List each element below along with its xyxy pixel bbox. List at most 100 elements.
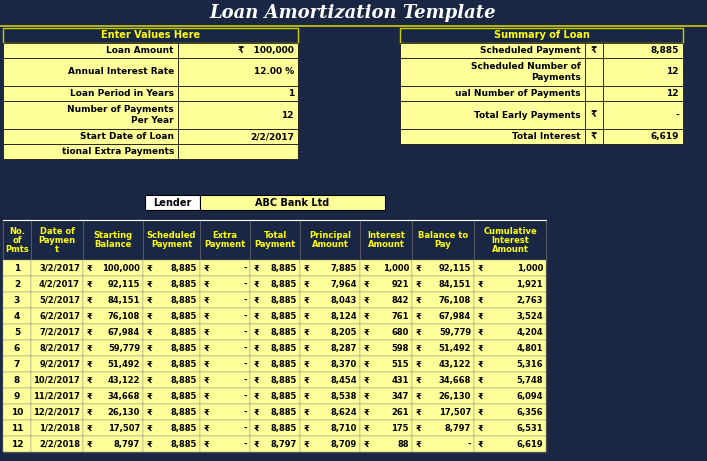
Text: 8,797: 8,797 xyxy=(271,439,297,449)
Bar xyxy=(412,324,474,340)
Text: ₹: ₹ xyxy=(204,296,210,305)
Bar xyxy=(3,276,31,292)
Text: ₹: ₹ xyxy=(416,376,422,384)
Bar xyxy=(474,292,546,308)
Bar xyxy=(412,292,474,308)
Text: 26,130: 26,130 xyxy=(438,391,471,401)
Text: 8,885: 8,885 xyxy=(170,376,197,384)
Bar xyxy=(200,292,250,308)
Text: 4,204: 4,204 xyxy=(516,327,543,337)
Text: -: - xyxy=(243,439,247,449)
Text: 8,885: 8,885 xyxy=(271,360,297,368)
Text: ₹: ₹ xyxy=(416,391,422,401)
Text: ₹: ₹ xyxy=(364,312,370,320)
Text: 8,624: 8,624 xyxy=(330,408,357,416)
Text: ₹: ₹ xyxy=(416,312,422,320)
Text: 8,205: 8,205 xyxy=(330,327,357,337)
Text: 761: 761 xyxy=(392,312,409,320)
Bar xyxy=(250,292,300,308)
Bar xyxy=(143,420,200,436)
Text: 11/2/2017: 11/2/2017 xyxy=(33,391,80,401)
Bar xyxy=(31,260,83,276)
Text: ₹: ₹ xyxy=(416,264,422,272)
Bar xyxy=(300,292,360,308)
Text: ₹: ₹ xyxy=(364,408,370,416)
Text: 6,094: 6,094 xyxy=(517,391,543,401)
Bar xyxy=(360,324,412,340)
Text: ₹: ₹ xyxy=(254,264,260,272)
Text: 67,984: 67,984 xyxy=(439,312,471,320)
Text: tional Extra Payments: tional Extra Payments xyxy=(62,147,174,156)
Text: ₹: ₹ xyxy=(478,408,484,416)
Bar xyxy=(603,58,683,86)
Bar xyxy=(31,372,83,388)
Bar xyxy=(474,436,546,452)
Bar xyxy=(200,420,250,436)
Text: 8,885: 8,885 xyxy=(650,46,679,55)
Bar xyxy=(200,260,250,276)
Bar xyxy=(178,144,298,159)
Bar xyxy=(31,220,83,260)
Bar xyxy=(3,86,178,101)
Bar xyxy=(412,276,474,292)
Text: ₹: ₹ xyxy=(254,360,260,368)
Text: Loan Amortization Template: Loan Amortization Template xyxy=(210,4,496,22)
Bar xyxy=(3,340,31,356)
Text: 7,885: 7,885 xyxy=(331,264,357,272)
Bar xyxy=(200,388,250,404)
Bar xyxy=(3,356,31,372)
Text: 10/2/2017: 10/2/2017 xyxy=(33,376,80,384)
Text: No.: No. xyxy=(9,226,25,236)
Text: 3: 3 xyxy=(14,296,20,305)
Text: -: - xyxy=(243,360,247,368)
Text: t: t xyxy=(55,244,59,254)
Text: ₹: ₹ xyxy=(304,408,310,416)
Bar xyxy=(474,308,546,324)
Text: 2,763: 2,763 xyxy=(517,296,543,305)
Bar xyxy=(178,101,298,129)
Text: 6,619: 6,619 xyxy=(650,132,679,141)
Bar xyxy=(250,372,300,388)
Bar xyxy=(200,308,250,324)
Text: Balance to: Balance to xyxy=(418,231,468,240)
Text: 12/2/2017: 12/2/2017 xyxy=(33,408,80,416)
Bar xyxy=(3,436,31,452)
Bar xyxy=(474,388,546,404)
Bar xyxy=(300,260,360,276)
Text: 8,885: 8,885 xyxy=(170,439,197,449)
Text: ₹: ₹ xyxy=(416,279,422,289)
Text: Payment: Payment xyxy=(255,240,296,249)
Bar xyxy=(603,101,683,129)
Bar xyxy=(3,58,178,86)
Text: 8,885: 8,885 xyxy=(170,408,197,416)
Bar xyxy=(250,388,300,404)
Bar xyxy=(400,101,585,129)
Text: 5,316: 5,316 xyxy=(516,360,543,368)
Text: 8,124: 8,124 xyxy=(330,312,357,320)
Bar xyxy=(3,260,31,276)
Bar xyxy=(31,276,83,292)
Bar xyxy=(83,220,143,260)
Text: Amount: Amount xyxy=(312,240,349,249)
Text: ₹: ₹ xyxy=(204,279,210,289)
Text: 4: 4 xyxy=(14,312,21,320)
Text: 6,619: 6,619 xyxy=(516,439,543,449)
Bar xyxy=(300,308,360,324)
Text: 8,885: 8,885 xyxy=(170,279,197,289)
Text: ₹: ₹ xyxy=(147,376,153,384)
Text: ₹: ₹ xyxy=(364,439,370,449)
Bar xyxy=(603,43,683,58)
Text: ₹: ₹ xyxy=(304,327,310,337)
Text: -: - xyxy=(467,439,471,449)
Text: ₹: ₹ xyxy=(147,391,153,401)
Text: 5: 5 xyxy=(14,327,20,337)
Text: 51,492: 51,492 xyxy=(107,360,140,368)
Text: Pmts: Pmts xyxy=(5,244,29,254)
Bar xyxy=(83,308,143,324)
Bar xyxy=(143,324,200,340)
Bar xyxy=(31,436,83,452)
Bar xyxy=(3,220,31,260)
Text: ₹: ₹ xyxy=(364,279,370,289)
Bar xyxy=(412,356,474,372)
Text: ₹: ₹ xyxy=(204,376,210,384)
